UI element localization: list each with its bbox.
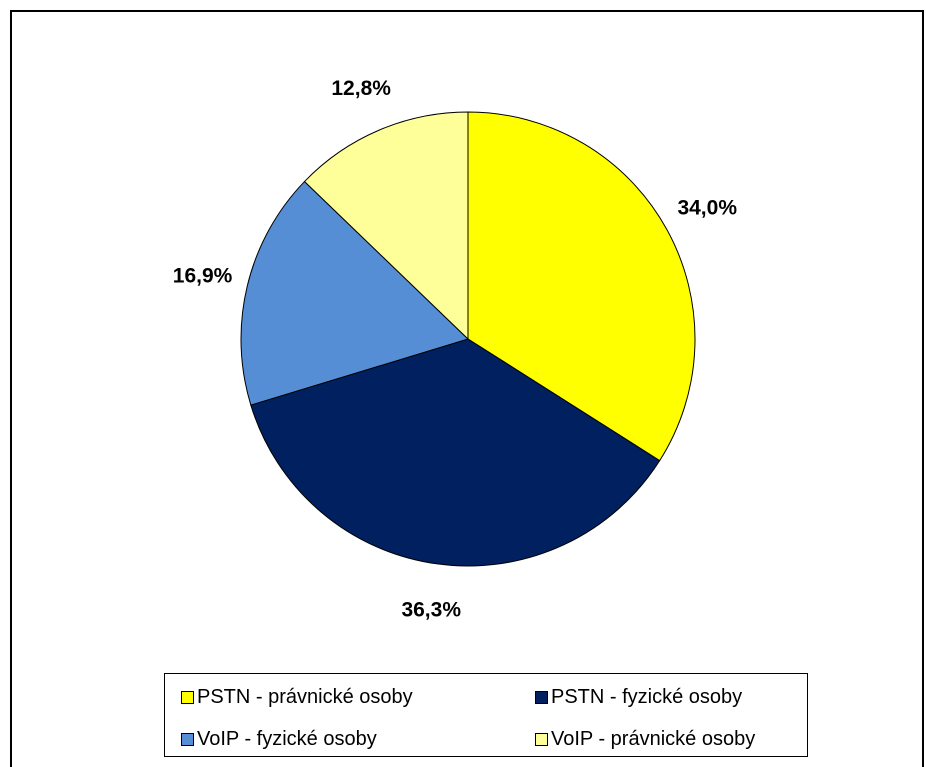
legend-label-pstn-pravnicke: PSTN - právnické osoby [197,686,413,708]
pie-slice-3 [240,180,469,406]
pie-data-label-2: 36,3% [401,599,461,622]
legend-item-voip-fyzicke: VoIP - fyzické osoby [181,728,377,751]
chart-legend: PSTN - právnické osoby PSTN - fyzické os… [164,673,808,757]
legend-item-pstn-pravnicke: PSTN - právnické osoby [181,686,413,709]
pie-slice-1 [467,111,696,462]
pie-data-label-1: 34,0% [677,196,737,219]
legend-swatch-pstn-fyzicke [535,691,548,704]
pie-data-label-3: 16,9% [173,264,233,287]
legend-item-pstn-fyzicke: PSTN - fyzické osoby [535,686,742,709]
legend-label-pstn-fyzicke: PSTN - fyzické osoby [551,686,743,708]
legend-swatch-pstn-pravnicke [181,691,194,704]
legend-item-voip-pravnicke: VoIP - právnické osoby [535,728,755,751]
pie-data-label-4: 12,8% [331,77,391,100]
pie-slice-4 [303,111,469,341]
legend-swatch-voip-pravnicke [535,733,548,746]
legend-label-voip-pravnicke: VoIP - právnické osoby [551,728,756,750]
pie-slice-2 [250,338,661,567]
legend-label-voip-fyzicke: VoIP - fyzické osoby [197,728,377,750]
legend-swatch-voip-fyzicke [181,733,194,746]
